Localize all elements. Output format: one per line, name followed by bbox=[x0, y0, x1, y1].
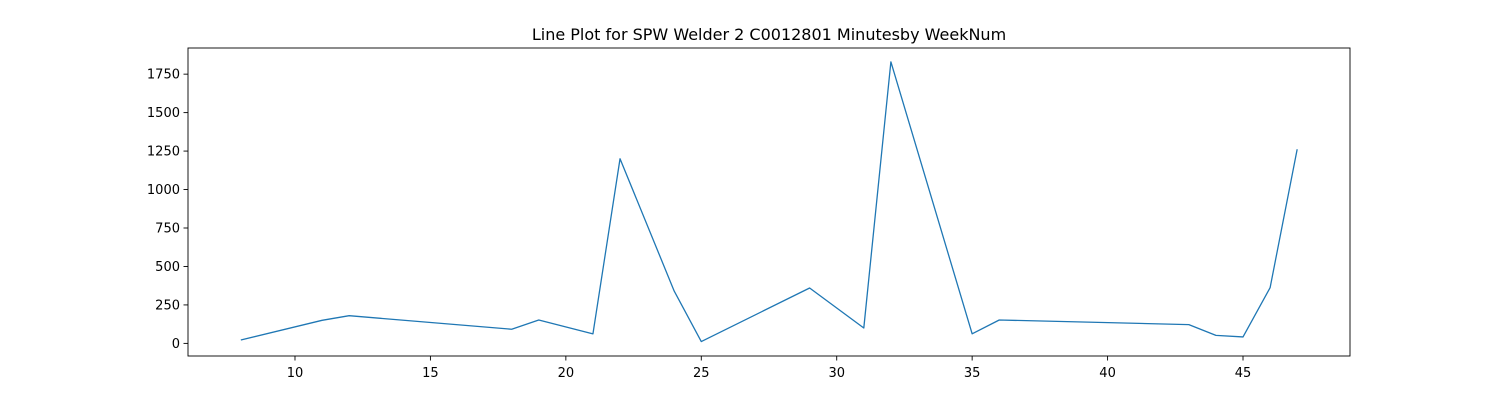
x-tick-label: 35 bbox=[964, 366, 981, 381]
plot-area: 10 15 20 25 30 35 40 45 0 250 500 750 1000 1250 1500 17… bbox=[147, 47, 1351, 381]
y-tick-label: 250 bbox=[155, 298, 180, 313]
x-tick-label: 25 bbox=[693, 366, 710, 381]
series-line-0 bbox=[240, 61, 1298, 343]
y-tick-label: 1000 bbox=[147, 183, 180, 198]
x-tick-label: 45 bbox=[1235, 366, 1252, 381]
chart-title: Line Plot for SPW Welder 2 C0012801 Minu… bbox=[532, 25, 1006, 44]
y-tick-label: 1250 bbox=[147, 145, 180, 160]
axes-frame bbox=[187, 47, 1351, 357]
x-tick-label: 20 bbox=[558, 366, 575, 381]
y-tick-label: 1750 bbox=[147, 68, 180, 83]
x-tick-label: 10 bbox=[287, 366, 304, 381]
x-tick-label: 15 bbox=[422, 366, 439, 381]
x-tick-label: 40 bbox=[1099, 366, 1116, 381]
y-tick-label: 0 bbox=[172, 337, 180, 352]
y-tick-label: 1500 bbox=[147, 106, 180, 121]
y-tick-label: 500 bbox=[155, 260, 180, 275]
x-tick-label: 30 bbox=[828, 366, 845, 381]
y-tick-label: 750 bbox=[155, 222, 180, 237]
